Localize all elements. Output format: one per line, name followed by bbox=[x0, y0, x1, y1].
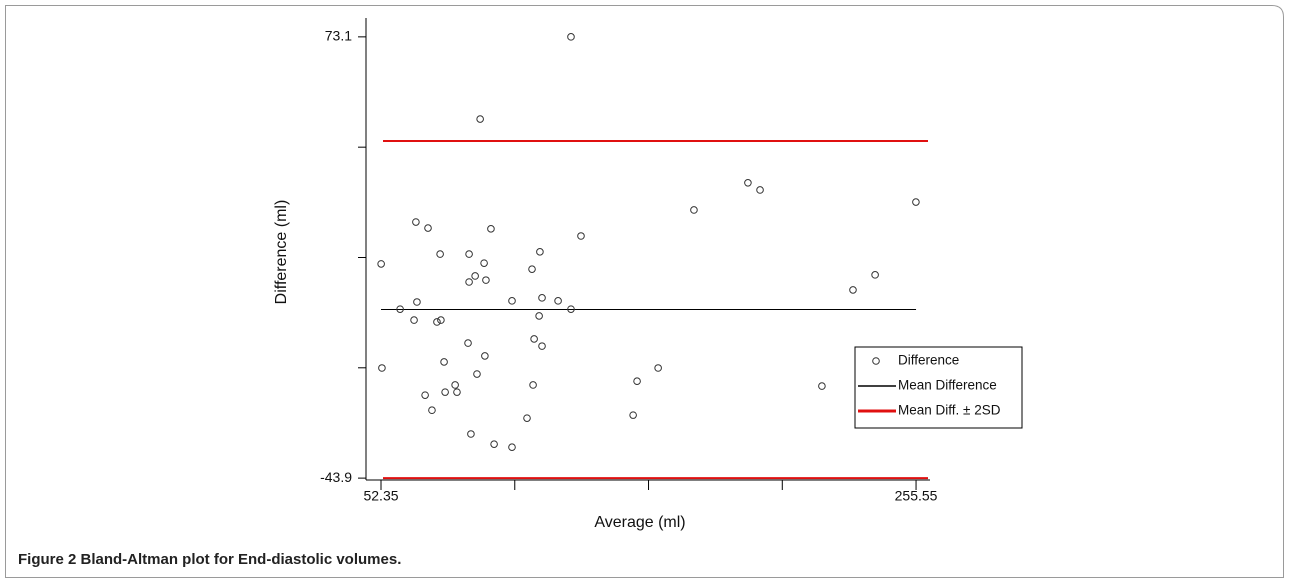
data-point bbox=[567, 33, 575, 41]
x-tick-label: 255.55 bbox=[895, 488, 938, 504]
legend-marker bbox=[872, 357, 880, 365]
data-point bbox=[871, 271, 879, 279]
data-point bbox=[567, 305, 575, 313]
data-point bbox=[453, 388, 461, 396]
data-point bbox=[554, 297, 562, 305]
data-point bbox=[690, 206, 698, 214]
legend-box bbox=[854, 346, 1023, 429]
data-point bbox=[530, 335, 538, 343]
data-point bbox=[451, 381, 459, 389]
figure-caption: Figure 2 Bland-Altman plot for End-diast… bbox=[18, 551, 401, 568]
data-point bbox=[476, 115, 484, 123]
data-point bbox=[633, 377, 641, 385]
data-point bbox=[441, 388, 449, 396]
data-point bbox=[433, 318, 441, 326]
data-point bbox=[465, 250, 473, 258]
data-point bbox=[396, 305, 404, 313]
data-point bbox=[536, 248, 544, 256]
data-point bbox=[508, 443, 516, 451]
data-point bbox=[523, 414, 531, 422]
data-point bbox=[440, 358, 448, 366]
data-point bbox=[467, 430, 475, 438]
data-point bbox=[424, 224, 432, 232]
data-point bbox=[535, 312, 543, 320]
data-point bbox=[654, 364, 662, 372]
data-point bbox=[421, 391, 429, 399]
data-point bbox=[481, 352, 489, 360]
legend-label: Mean Difference bbox=[898, 378, 997, 393]
legend-label: Mean Diff. ± 2SD bbox=[898, 403, 1001, 418]
data-point bbox=[465, 278, 473, 286]
data-point bbox=[428, 406, 436, 415]
data-point bbox=[538, 294, 546, 302]
data-point bbox=[538, 342, 546, 350]
data-point bbox=[480, 259, 488, 267]
data-point bbox=[437, 316, 445, 324]
data-point bbox=[473, 370, 481, 378]
y-tick-label: -43.9 bbox=[320, 469, 352, 485]
x-tick-label: 52.35 bbox=[363, 488, 398, 504]
figure-frame bbox=[5, 5, 1284, 578]
data-point bbox=[849, 286, 857, 294]
data-point bbox=[487, 225, 495, 233]
data-point bbox=[410, 316, 418, 324]
y-axis-label: Difference (ml) bbox=[273, 200, 290, 305]
data-point bbox=[464, 339, 472, 347]
data-point bbox=[377, 260, 385, 268]
data-point bbox=[508, 297, 516, 305]
data-point bbox=[528, 265, 536, 273]
data-point bbox=[756, 186, 764, 194]
data-point bbox=[529, 381, 537, 389]
data-point bbox=[378, 364, 386, 372]
data-point bbox=[412, 218, 420, 226]
data-point bbox=[482, 276, 490, 284]
data-point bbox=[629, 411, 637, 419]
data-point bbox=[490, 440, 498, 448]
data-point bbox=[912, 198, 920, 206]
legend-label: Difference bbox=[898, 353, 959, 368]
data-point bbox=[744, 179, 752, 187]
data-point bbox=[436, 250, 444, 258]
data-point bbox=[818, 382, 826, 390]
data-point bbox=[577, 232, 585, 240]
y-tick-label: 73.1 bbox=[325, 28, 352, 44]
x-axis-label: Average (ml) bbox=[594, 514, 685, 531]
data-point bbox=[413, 298, 421, 306]
data-point bbox=[471, 272, 479, 280]
